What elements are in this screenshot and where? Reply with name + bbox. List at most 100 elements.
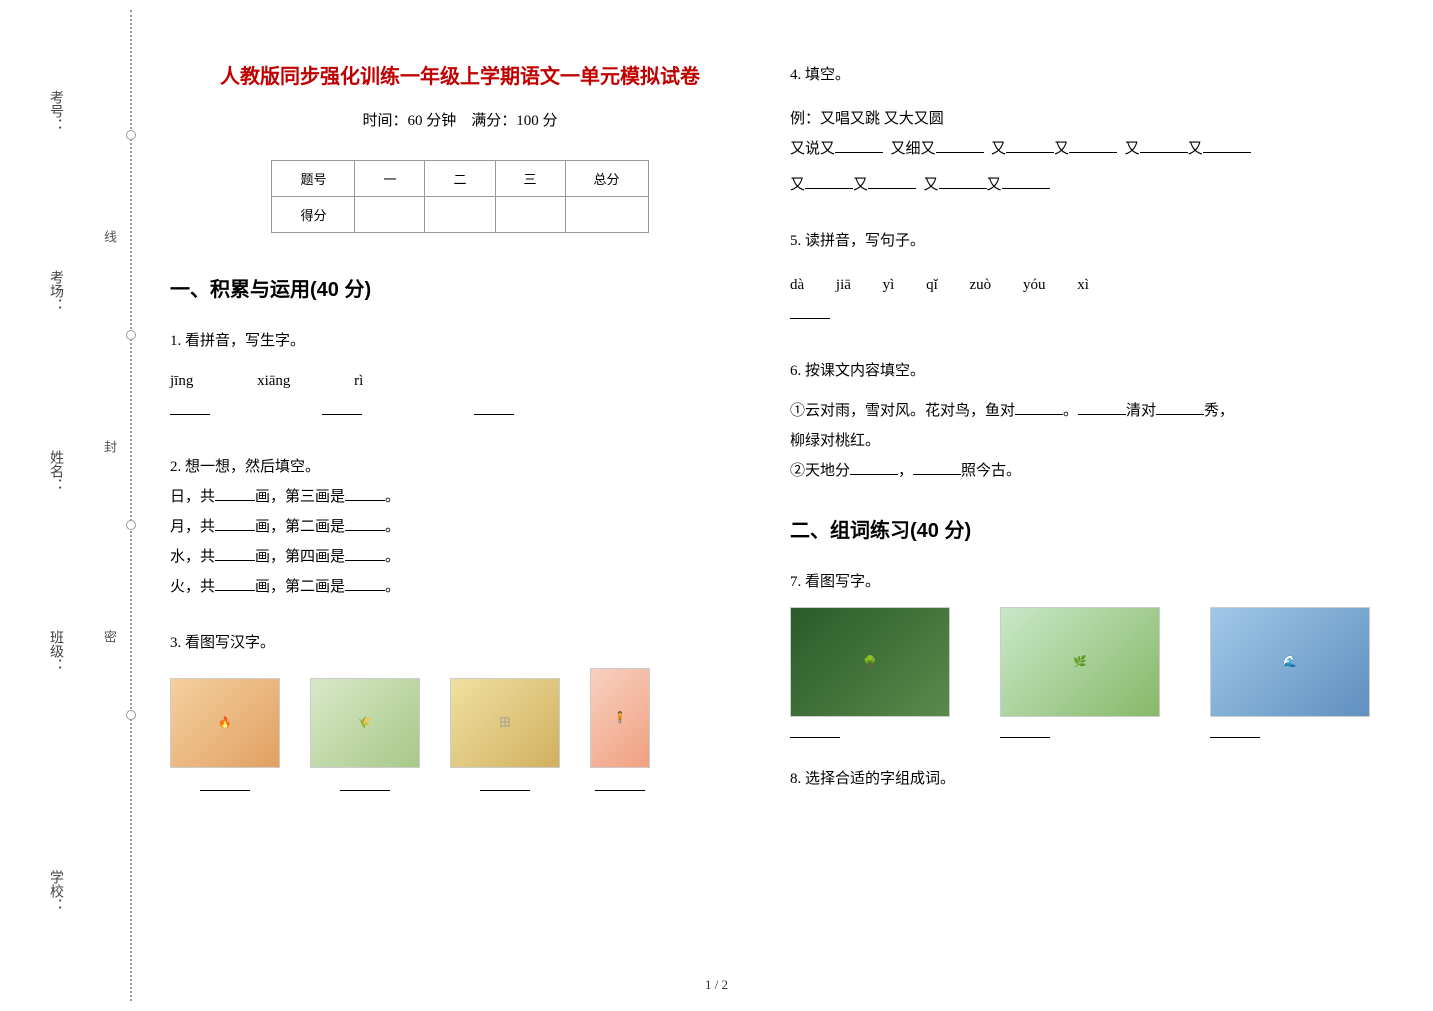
blank [345, 576, 385, 591]
blank [1015, 400, 1063, 415]
blank [215, 576, 255, 591]
q2-line: 日，共画，第三画是。 [170, 482, 750, 512]
blank [215, 486, 255, 501]
q1-pinyin: jīng [170, 366, 193, 396]
q6-text: 清对 [1126, 403, 1156, 419]
blank [850, 460, 898, 475]
section-1-title: 一、积累与运用(40 分) [170, 273, 750, 302]
blank [340, 776, 390, 791]
blank [480, 776, 530, 791]
q5-pinyin: dà [790, 277, 804, 293]
blank [939, 174, 987, 189]
q5-pinyin: xì [1077, 277, 1089, 293]
score-row-label: 得分 [272, 197, 355, 233]
score-header: 一 [355, 161, 425, 197]
q3-image: 🔥 [170, 678, 280, 768]
score-header: 题号 [272, 161, 355, 197]
blank [345, 486, 385, 501]
blank [345, 516, 385, 531]
binding-circle [126, 520, 136, 530]
column-right: 4. 填空。 例：又唱又跳 又大又圆 又说又 又细又 又又 又又 又又 又又 5… [790, 60, 1370, 828]
binding-label-class: 班级： [45, 630, 65, 672]
q3-stem: 3. 看图写汉字。 [170, 628, 750, 658]
blank [835, 138, 883, 153]
time-label: 时间：60 分钟 [362, 113, 456, 129]
q5-pinyin: qǐ [926, 277, 938, 293]
seal-text-3: 密 [100, 630, 119, 651]
exam-title: 人教版同步强化训练一年级上学期语文一单元模拟试卷 [170, 60, 750, 89]
blank [595, 776, 645, 791]
question-8: 8. 选择合适的字组成词。 [790, 764, 1370, 794]
q6-text: 。 [1063, 403, 1078, 419]
question-6: 6. 按课文内容填空。 ①云对雨，雪对风。花对鸟，鱼对。清对秀， 柳绿对桃红。 … [790, 356, 1370, 486]
page-content: 人教版同步强化训练一年级上学期语文一单元模拟试卷 时间：60 分钟 满分：100… [170, 60, 1410, 828]
q6-text: 柳绿对桃红。 [790, 426, 1370, 456]
column-left: 人教版同步强化训练一年级上学期语文一单元模拟试卷 时间：60 分钟 满分：100… [170, 60, 750, 828]
question-4: 4. 填空。 例：又唱又跳 又大又圆 又说又 又细又 又又 又又 又又 又又 [790, 60, 1370, 200]
q2-suffix: 画，第四画是 [255, 549, 345, 565]
blank [474, 400, 514, 415]
q7-image-water: 🌊 [1210, 607, 1370, 717]
binding-circle [126, 130, 136, 140]
score-header: 三 [495, 161, 565, 197]
blank [868, 174, 916, 189]
binding-label-school: 学校： [45, 870, 65, 912]
blank [1210, 723, 1260, 738]
score-header: 总分 [565, 161, 648, 197]
score-cell [565, 197, 648, 233]
q4-text: 又 [853, 177, 868, 193]
q4-text: 又 [924, 177, 939, 193]
blank [345, 546, 385, 561]
seal-text-1: 线 [100, 230, 119, 251]
q4-text: 又细又 [891, 141, 936, 157]
score-header: 二 [425, 161, 495, 197]
q6-text: ①云对雨，雪对风。花对鸟，鱼对 [790, 403, 1015, 419]
question-2: 2. 想一想，然后填空。 日，共画，第三画是。 月，共画，第二画是。 水，共画，… [170, 452, 750, 602]
score-table: 题号 一 二 三 总分 得分 [271, 160, 648, 233]
q4-text: 又 [1188, 141, 1203, 157]
q3-image: 🧍 [590, 668, 650, 768]
q7-stem: 7. 看图写字。 [790, 567, 1370, 597]
question-1: 1. 看拼音，写生字。 jīng xiāng rì [170, 326, 750, 426]
q4-text: 又 [1125, 141, 1140, 157]
blank [1002, 174, 1050, 189]
question-3: 3. 看图写汉字。 🔥 🌾 田 🧍 [170, 628, 750, 802]
q1-stem: 1. 看拼音，写生字。 [170, 326, 750, 356]
q2-stem: 2. 想一想，然后填空。 [170, 452, 750, 482]
q3-image: 🌾 [310, 678, 420, 768]
q4-text: 又 [987, 177, 1002, 193]
q8-stem: 8. 选择合适的字组成词。 [790, 764, 1370, 794]
q5-pinyin: yì [883, 277, 895, 293]
blank [1069, 138, 1117, 153]
score-cell [495, 197, 565, 233]
blank [1006, 138, 1054, 153]
blank [790, 304, 830, 319]
blank [1156, 400, 1204, 415]
blank [913, 460, 961, 475]
q2-char: 月 [170, 519, 185, 535]
blank [1203, 138, 1251, 153]
q2-suffix: 画，第二画是 [255, 579, 345, 595]
q6-text: 照今古。 [961, 463, 1021, 479]
q3-image: 田 [450, 678, 560, 768]
fullscore-label: 满分：100 分 [471, 113, 557, 129]
q6-text: ， [898, 463, 913, 479]
q2-line: 月，共画，第二画是。 [170, 512, 750, 542]
question-5: 5. 读拼音，写句子。 dà jiā yì qǐ zuò yóu xì [790, 226, 1370, 330]
q2-suffix: 画，第三画是 [255, 489, 345, 505]
binding-label-examno: 考号： [45, 90, 65, 132]
q6-text: ②天地分 [790, 463, 850, 479]
q2-char: 水 [170, 549, 185, 565]
blank [215, 546, 255, 561]
score-cell [425, 197, 495, 233]
q4-text: 又 [790, 177, 805, 193]
q4-text: 又 [991, 141, 1006, 157]
q5-pinyin: jiā [836, 277, 851, 293]
page-number: 1 / 2 [705, 977, 728, 993]
blank [170, 400, 210, 415]
q4-text: 又说又 [790, 141, 835, 157]
q5-stem: 5. 读拼音，写句子。 [790, 226, 1370, 256]
binding-dotted-line [130, 10, 132, 1001]
blank [790, 723, 840, 738]
section-2-title: 二、组词练习(40 分) [790, 514, 1370, 543]
